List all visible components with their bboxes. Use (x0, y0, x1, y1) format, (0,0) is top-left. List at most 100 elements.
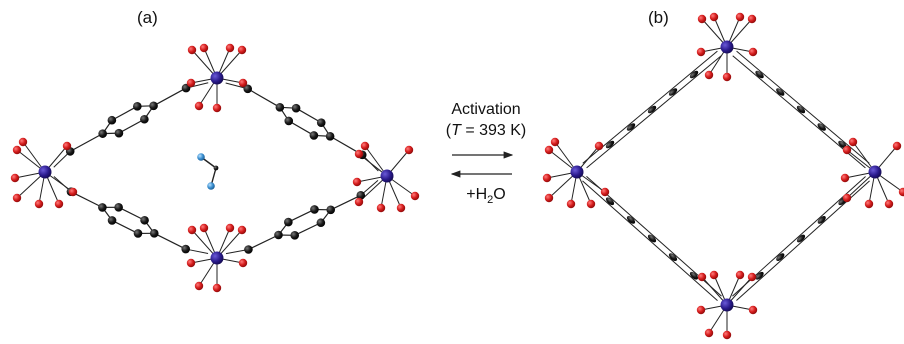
carbon-atom (244, 245, 253, 254)
oxygen-atom (238, 258, 248, 268)
oxygen-atom (586, 199, 596, 209)
oxygen-atom (10, 173, 20, 183)
metal-atom (210, 251, 224, 265)
oxygen-atom (748, 47, 758, 57)
oxygen-atom (194, 281, 204, 291)
oxygen-atom (186, 78, 196, 88)
carbon-atom (755, 70, 764, 79)
panel-a-label: (a) (137, 8, 158, 27)
oxygen-atom (186, 258, 196, 268)
oxygen-atom (544, 193, 554, 203)
bond (582, 50, 718, 164)
activation-label: Activation (451, 101, 521, 118)
bond (288, 120, 315, 136)
bond (288, 208, 315, 223)
bond (582, 180, 718, 301)
oxygen-atom (566, 199, 576, 209)
carbon-atom (689, 70, 699, 79)
oxygen-atom (747, 14, 757, 24)
oxygen-atom (194, 101, 204, 111)
carbon-atom (107, 216, 117, 225)
bond (247, 88, 281, 108)
oxygen-atom (354, 197, 364, 207)
metal-atom (210, 71, 224, 85)
carbon-atom (114, 202, 123, 212)
water-atom (207, 182, 215, 190)
carbon-atom (275, 103, 285, 112)
oxygen-atom (709, 270, 719, 280)
oxygen-atom (544, 145, 554, 155)
hydration-label: +H2O (446, 186, 526, 206)
carbon-atom (181, 244, 190, 254)
carbon-atom (605, 197, 615, 206)
oxygen-atom (864, 199, 874, 209)
oxygen-atom (376, 203, 386, 213)
oxygen-atom (600, 187, 610, 197)
bond (330, 194, 362, 211)
carbon-atom (309, 131, 319, 140)
carbon-atom (213, 165, 219, 171)
water-atom (197, 153, 205, 161)
oxygen-atom (722, 72, 732, 82)
carbon-atom (796, 234, 806, 243)
metal-atom (720, 298, 734, 312)
oxygen-atom (594, 141, 604, 151)
carbon-atom (316, 118, 326, 127)
carbon-atom (140, 114, 149, 124)
oxygen-atom (54, 199, 64, 209)
bond (248, 234, 279, 251)
activation-temperature: (T = 393 K) (445, 122, 527, 139)
metal-atom (380, 169, 394, 183)
carbon-atom (796, 105, 806, 114)
carbon-atom (310, 205, 319, 214)
oxygen-atom (352, 177, 362, 187)
metal-atom (38, 165, 52, 179)
oxygen-atom (12, 193, 22, 203)
oxygen-atom (360, 141, 370, 151)
panel-b-label: (b) (648, 8, 669, 27)
carbon-atom (689, 271, 699, 280)
carbon-atom (98, 129, 107, 138)
carbon-atom (326, 205, 336, 215)
bond (111, 105, 138, 121)
carbon-atom (668, 253, 678, 261)
oxygen-atom (199, 223, 209, 233)
hydration-subscript: 2 (487, 194, 494, 207)
oxygen-atom (709, 12, 719, 22)
bond (111, 219, 139, 234)
carbon-atom (626, 216, 636, 224)
oxygen-atom (842, 193, 852, 203)
oxygen-atom (722, 330, 732, 340)
oxygen-atom (199, 43, 209, 53)
bond (153, 232, 186, 250)
oxygen-atom (187, 225, 197, 235)
oxygen-atom (237, 45, 247, 55)
hydration-prefix: +H (466, 186, 488, 203)
carbon-atom (626, 123, 636, 131)
carbon-atom (776, 88, 785, 96)
carbon-atom (243, 84, 253, 94)
reaction-arrows (450, 151, 514, 178)
oxygen-atom (404, 145, 414, 155)
oxygen-atom (697, 272, 707, 282)
oxygen-atom (704, 70, 714, 80)
bond (294, 222, 322, 236)
carbon-atom (98, 203, 107, 212)
oxygen-atom (697, 14, 707, 24)
carbon-atom (755, 271, 764, 280)
oxygen-atom (848, 137, 858, 147)
carbon-atom (668, 88, 678, 96)
hydration-suffix: O (493, 186, 506, 203)
oxygen-atom (735, 12, 745, 22)
carbon-atom (284, 217, 293, 227)
carbon-atom (290, 231, 300, 240)
oxygen-atom (892, 141, 902, 151)
oxygen-atom (238, 78, 248, 88)
bond-layer (14, 16, 904, 335)
oxygen-atom (696, 47, 706, 57)
carbon-atom (647, 234, 657, 243)
bond (69, 133, 103, 152)
temperature-value: = 393 K (465, 122, 521, 139)
oxygen-atom (550, 137, 560, 147)
